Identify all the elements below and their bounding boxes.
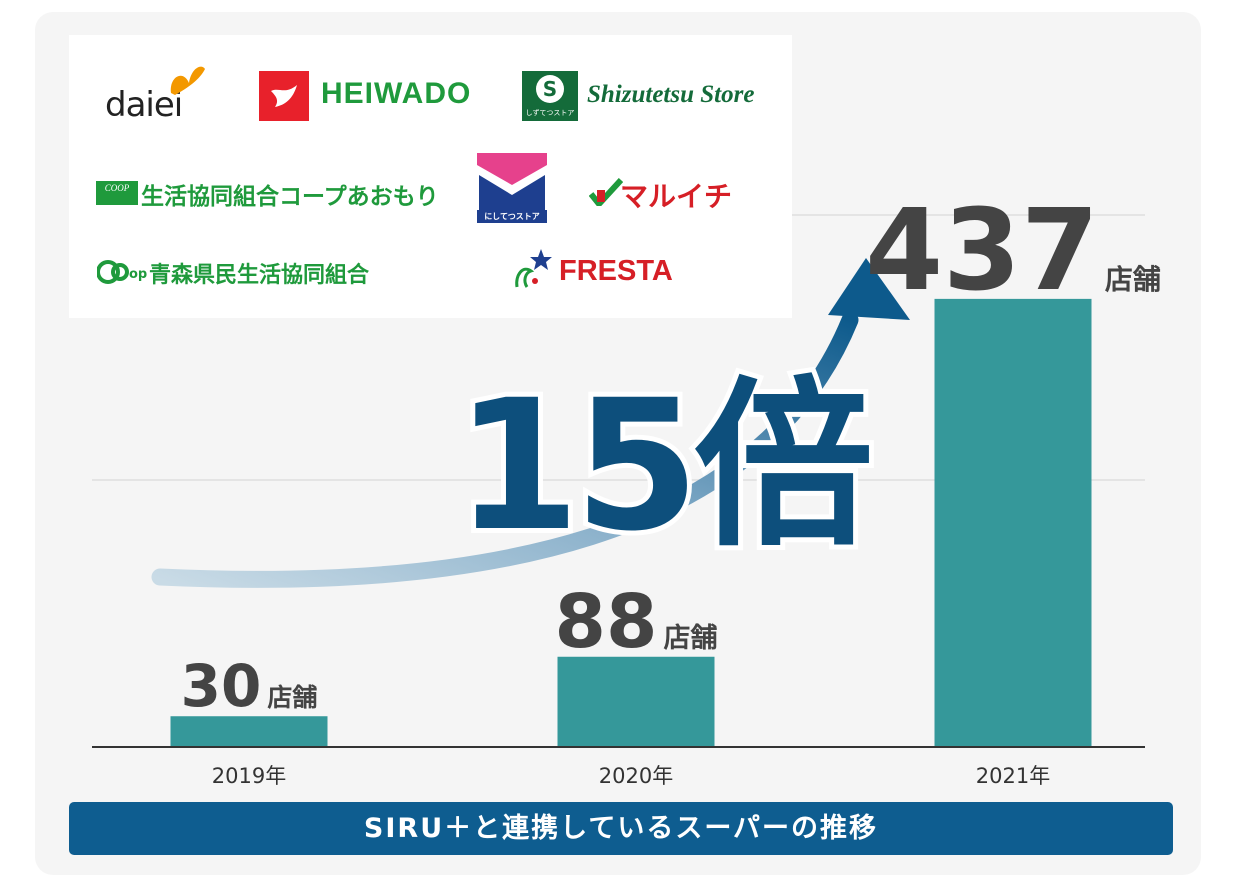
coop-badge: COOP: [96, 181, 138, 205]
value-label: 88 店舗: [555, 579, 718, 665]
shizutetsu-mark-icon: S しずてつストア: [522, 71, 578, 121]
bar: [170, 716, 328, 747]
value-label: 30 店舗: [181, 652, 318, 720]
logo-aomori-coop: 青森県民生活協同組合: [149, 263, 370, 288]
logo-heiwado: HEIWADO: [321, 77, 472, 110]
logo-shizutetsu: Shizutetsu Store: [587, 81, 755, 108]
x-tick-label: 2021年: [976, 764, 1050, 788]
nishitetsu-label: にしてつストア: [477, 210, 547, 223]
x-tick-labels: 2019年 2020年 2021年: [212, 764, 1050, 788]
value-label: 437 店舗: [865, 186, 1161, 316]
heiwado-mark-icon: [259, 71, 309, 121]
value-number: 30: [181, 652, 262, 720]
svg-text:op: op: [129, 267, 147, 282]
logo-fresta: FRESTA: [559, 255, 673, 287]
partner-logos: daiei HEIWADO S しずてつストア Shizutetsu Store…: [69, 35, 792, 318]
value-unit: 店舗: [1105, 263, 1161, 296]
x-tick-label: 2020年: [599, 764, 673, 788]
value-number: 437: [865, 186, 1099, 316]
daiei-leaf-icon: [170, 66, 205, 95]
value-unit: 店舗: [267, 683, 317, 712]
logo-maruichi: マルイチ: [620, 180, 733, 213]
nishitetsu-mark-icon: にしてつストア: [477, 153, 547, 223]
fresta-mark-icon: [515, 249, 552, 288]
growth-annotation: 15倍: [455, 362, 869, 571]
growth-arrow-icon: [151, 311, 859, 588]
logo-daiei: daiei: [105, 85, 183, 125]
coop-mark-icon: op: [97, 260, 147, 284]
shizutetsu-kana: しずてつストア: [525, 109, 575, 117]
bars: [170, 298, 1092, 747]
bar: [557, 656, 715, 747]
x-tick-label: 2019年: [212, 764, 286, 788]
growth-arrowhead-icon: [828, 258, 910, 320]
chart-title: SIRU＋と連携しているスーパーの推移: [69, 802, 1173, 855]
bar: [934, 298, 1092, 747]
value-unit: 店舗: [663, 623, 717, 654]
value-number: 88: [555, 579, 658, 665]
logo-coop-aomori: 生活協同組合コープあおもり: [141, 184, 439, 210]
maruichi-mark-icon: [589, 178, 623, 206]
